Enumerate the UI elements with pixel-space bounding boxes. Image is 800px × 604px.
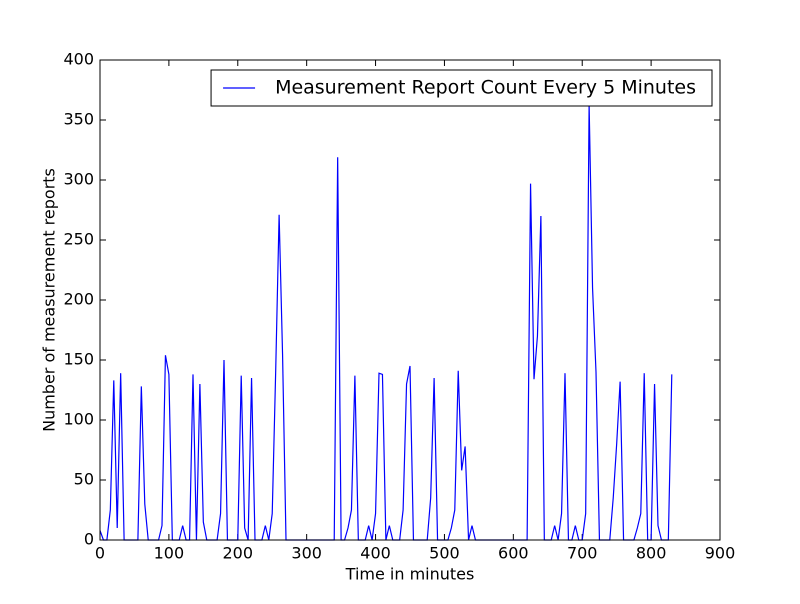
y-tick-label: 250 xyxy=(63,230,94,249)
x-tick-label: 400 xyxy=(360,544,391,563)
x-tick-label: 900 xyxy=(705,544,736,563)
y-tick-label: 300 xyxy=(63,170,94,189)
y-tick-label: 200 xyxy=(63,290,94,309)
legend-label: Measurement Report Count Every 5 Minutes xyxy=(275,77,696,99)
x-tick-label: 100 xyxy=(154,544,185,563)
y-tick-label: 400 xyxy=(63,50,94,69)
legend-box xyxy=(210,69,713,107)
x-tick-label: 300 xyxy=(291,544,322,563)
x-tick-label: 600 xyxy=(498,544,529,563)
x-tick-label: 500 xyxy=(429,544,460,563)
y-tick-label: 50 xyxy=(74,470,94,489)
x-tick-label: 700 xyxy=(567,544,598,563)
x-tick-label: 200 xyxy=(223,544,254,563)
y-tick-label: 150 xyxy=(63,350,94,369)
plot-frame xyxy=(99,59,721,541)
y-axis-label: Number of measurement reports xyxy=(40,168,59,432)
x-axis-label: Time in minutes xyxy=(345,565,475,584)
y-tick-label: 100 xyxy=(63,410,94,429)
y-tick-label: 0 xyxy=(84,530,94,549)
x-tick-label: 800 xyxy=(636,544,667,563)
y-tick-label: 350 xyxy=(63,110,94,129)
x-tick-label: 0 xyxy=(95,544,105,563)
